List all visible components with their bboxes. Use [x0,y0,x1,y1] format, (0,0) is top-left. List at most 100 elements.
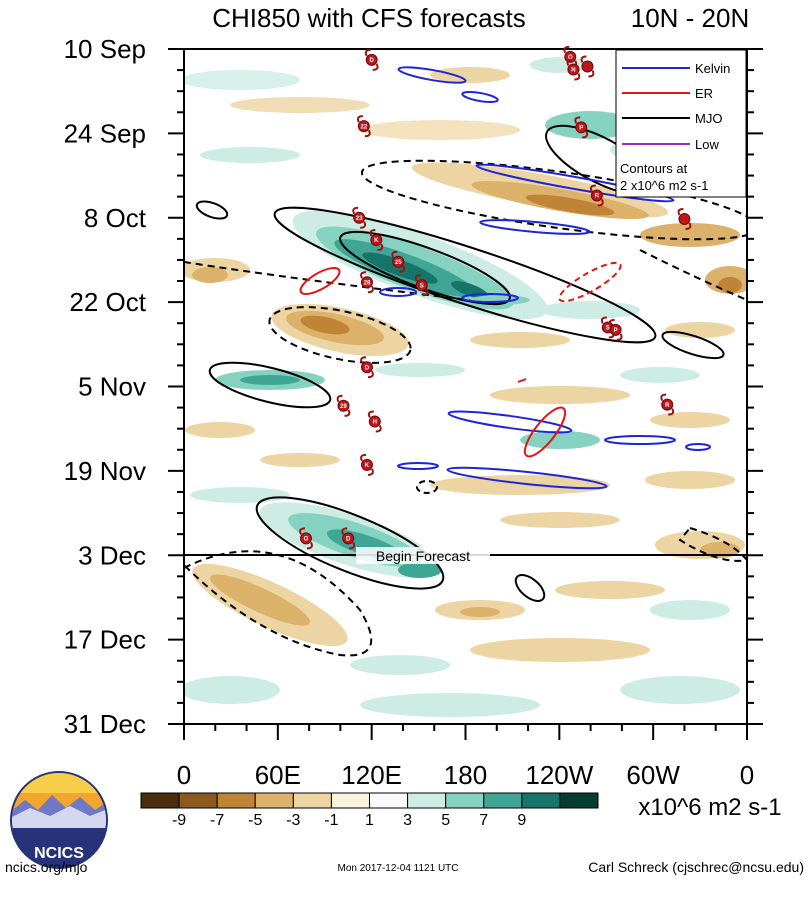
y-tick-label: 31 Dec [64,709,146,739]
colorbar-swatch [559,792,599,809]
tc-marker [677,207,692,230]
mjo-contour-dashed [184,550,373,657]
kelvin-contour [397,66,467,84]
colorbar-label: -3 [286,812,300,829]
mjo-contour-dashed [639,249,747,301]
colorbar-swatch [254,792,294,809]
tc-marker: N [566,58,581,81]
colorbar-label: 9 [517,812,526,829]
legend-note-line1: Contours at [620,161,688,176]
legend-label-er: ER [695,86,713,101]
y-tick-label: 10 Sep [64,34,146,64]
tc-marker: D [360,356,374,379]
colorbar-swatch [369,792,409,809]
colorbar-swatch [292,792,332,809]
tc-label: S [420,283,424,289]
tc-label: 22 [361,124,368,130]
tc-marker: D [364,48,379,71]
y-tick-label: 17 Dec [64,625,146,655]
colorbar-units: x10^6 m2 s-1 [638,794,781,821]
tc-label: N [571,68,575,74]
mjo-contour [195,200,229,220]
tc-label: O [568,55,573,61]
y-tick-label: 22 Oct [69,287,146,317]
footer-author: Carl Schreck (cjschrec@ncsu.edu) [588,859,804,875]
tc-label: 29 [340,404,347,410]
x-tick-label: 0 [740,760,754,790]
tc-label: K [365,463,370,469]
tc-label: D [365,365,370,371]
mjo-contour [661,330,725,360]
er-contour-dashed [558,261,622,303]
kelvin-contour [604,435,676,445]
shaded-field [184,57,747,717]
x-tick-label: 60W [626,760,680,790]
tc-label: D [346,537,351,543]
mjo-contour-dashed [360,159,747,241]
er-contour [517,378,527,383]
y-axis: 10 Sep 24 Sep 8 Oct 22 Oct 5 Nov 19 Nov 3 Dec 1… [64,34,763,739]
colorbar: -9 -7 -5 -3 -1 1 3 5 7 9 [140,792,599,829]
kelvin-contour [379,287,417,297]
legend-label-low: Low [695,137,719,152]
ncics-logo: NCICS [10,771,108,869]
tc-label: 28 [364,280,371,286]
colorbar-label: -1 [324,812,338,829]
tc-label: 23 [356,216,363,222]
y-tick-label: 8 Oct [84,203,147,233]
contours [184,66,747,657]
tc-marker: 23 [352,206,367,229]
tc-marker [580,55,595,78]
tc-marker: 28 [360,271,374,294]
kelvin-contour [461,293,519,303]
forecast-start-label: Begin Forecast [376,548,470,564]
mjo-contour [273,206,657,344]
mjo-contour-dashed [184,261,471,301]
tc-label: R [595,194,600,200]
colorbar-swatch [407,792,447,809]
tc-marker: P [574,116,589,139]
tc-marker: K [360,453,374,476]
tc-label: D [369,58,374,64]
tc-marker: 29 [336,394,351,417]
mjo-contour-dashed [416,480,438,494]
tc-marker: 22 [356,115,371,138]
tc-marker: R [589,184,604,207]
colorbar-label: 7 [479,812,488,829]
latitude-band: 10N - 20N [631,3,750,33]
colorbar-swatch [483,792,523,809]
y-tick-label: 24 Sep [64,118,146,148]
x-tick-label: 120E [341,760,402,790]
er-contour [299,267,341,295]
er-contour [523,406,567,458]
legend-label-kelvin: Kelvin [695,61,730,76]
legend-note-line2: 2 x10^6 m2 s-1 [620,178,708,193]
kelvin-contour [479,219,591,235]
kelvin-contour [475,163,675,203]
x-axis: 0 60E 120E 180 120W 60W 0 [177,724,754,790]
colorbar-label: -5 [248,812,262,829]
tc-label: S [606,326,610,332]
colorbar-label: 3 [403,812,412,829]
tc-marker: 25 [391,250,406,273]
tc-label: 25 [395,260,402,266]
kelvin-contour [446,466,608,490]
mjo-contour-dashed [268,306,412,364]
tc-marker: H [367,410,382,433]
colorbar-swatch [521,792,561,809]
colorbar-swatch [140,792,180,809]
colorbar-swatch [216,792,256,809]
legend-label-mjo: MJO [695,111,722,126]
footer-url: ncics.org/mjo [5,859,88,875]
x-tick-label: 180 [444,760,487,790]
legend: Kelvin ER MJO Low Contours at 2 x10^6 m2… [615,49,747,198]
mjo-contour [255,496,445,590]
kelvin-contour [447,410,573,434]
tc-marker: O [299,527,313,550]
tc-label: P [614,328,618,334]
footer-timestamp: Mon 2017-12-04 1121 UTC [338,863,459,874]
tc-marker: P [608,318,623,341]
kelvin-contour [397,462,439,470]
